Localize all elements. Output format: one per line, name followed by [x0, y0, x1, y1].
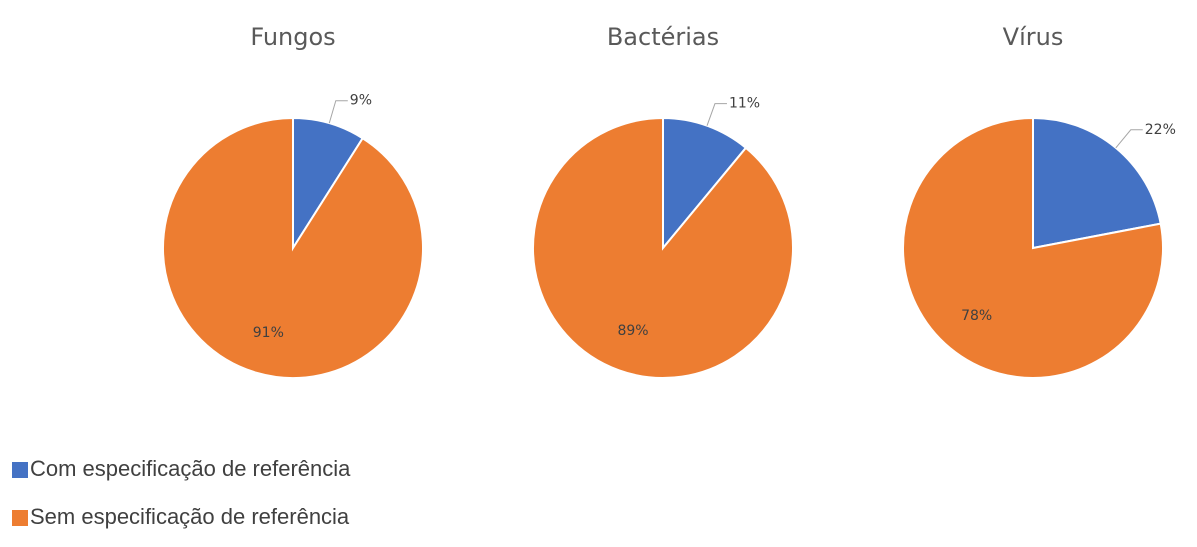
leader-line [328, 100, 348, 124]
data-label: 22% [1145, 122, 1176, 138]
legend-label: Com especificação de referência [30, 456, 351, 481]
pie-slice [162, 116, 424, 379]
data-label: 78% [961, 308, 992, 324]
legend-swatch [12, 510, 28, 526]
pie-title: Bactérias [607, 23, 719, 51]
pie-slice [1032, 116, 1162, 250]
legend-label: Sem especificação de referência [30, 504, 350, 529]
pie-slice [532, 116, 794, 379]
pie-slice [902, 116, 1164, 379]
data-label: 91% [253, 325, 284, 341]
data-label: 9% [350, 93, 372, 109]
data-label: 89% [617, 323, 648, 339]
pie-title: Vírus [1003, 23, 1064, 51]
pie-title: Fungos [250, 23, 335, 51]
legend-swatch [12, 462, 28, 478]
leader-line [1115, 129, 1143, 149]
leader-line [706, 103, 727, 126]
data-label: 11% [729, 96, 760, 112]
